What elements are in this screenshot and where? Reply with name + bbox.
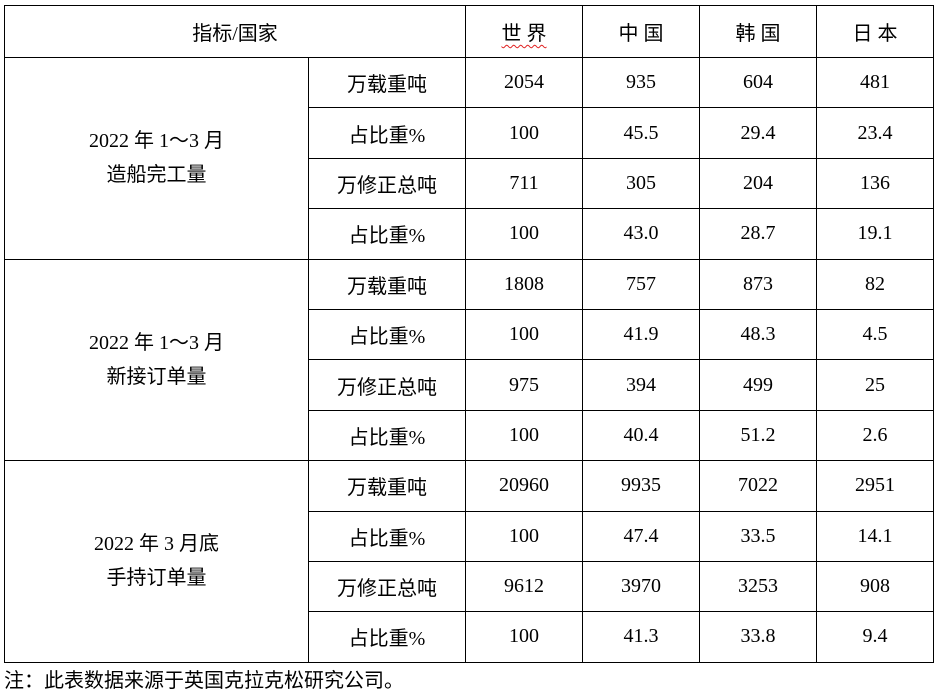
value-cell: 25 (816, 359, 934, 411)
value-cell: 100 (465, 308, 583, 361)
value-cell: 394 (582, 359, 700, 411)
value-cell: 136 (816, 157, 934, 210)
table-row: 占比重% 100 41.3 33.8 9.4 (5, 611, 934, 663)
value-cell: 7022 (699, 460, 817, 512)
value-cell: 305 (582, 157, 700, 210)
table-note: 注：此表数据来源于英国克拉克松研究公司。 (4, 670, 404, 692)
unit-cell: 占比重% (308, 611, 466, 663)
table-row: 万修正总吨 711 305 204 136 (5, 157, 934, 210)
value-cell: 100 (465, 409, 583, 462)
unit-cell: 万修正总吨 (308, 157, 466, 210)
header-world: 世 界 (465, 5, 583, 58)
table-row: 占比重% 100 43.0 28.7 19.1 (5, 208, 934, 260)
value-cell: 33.8 (699, 611, 817, 663)
unit-cell: 占比重% (308, 208, 466, 260)
table-row: 占比重% 100 40.4 51.2 2.6 (5, 409, 934, 462)
value-cell: 48.3 (699, 308, 817, 361)
value-cell: 41.3 (582, 611, 700, 663)
value-cell: 40.4 (582, 409, 700, 462)
unit-cell: 万载重吨 (308, 258, 466, 310)
value-cell: 100 (465, 208, 583, 260)
table-row: 2022 年 1～3 月造船完工量 万载重吨 2054 935 604 481 (4, 56, 934, 260)
table-row: 占比重% 100 41.9 48.3 4.5 (5, 308, 934, 361)
value-cell: 51.2 (699, 409, 817, 462)
value-cell: 4.5 (816, 308, 934, 361)
value-cell: 100 (465, 611, 583, 663)
header-japan: 日 本 (816, 5, 934, 58)
value-cell: 908 (816, 560, 934, 613)
unit-cell: 占比重% (308, 308, 466, 361)
group-label-metric: 手持订单量 (106, 567, 207, 590)
group-label-period: 2022 年 1～3 月 (89, 331, 224, 354)
value-cell: 935 (582, 56, 700, 109)
value-cell: 3970 (582, 560, 700, 613)
group-label: 2022 年 1～3 月造船完工量 (4, 57, 309, 260)
unit-cell: 占比重% (308, 409, 466, 462)
group-label-period: 2022 年 3 月底 (94, 533, 219, 556)
value-cell: 873 (699, 258, 817, 310)
value-cell: 33.5 (699, 510, 817, 562)
value-cell: 604 (699, 56, 817, 109)
value-cell: 29.4 (699, 107, 817, 159)
group-label: 2022 年 3 月底 手持订单量 (4, 460, 309, 663)
value-cell: 14.1 (816, 510, 934, 562)
value-cell: 100 (465, 107, 583, 159)
header-row: 指标/国家 世 界 中 国 韩 国 日 本 (4, 5, 934, 58)
group-label-metric: 造船完工量 (106, 164, 207, 187)
unit-cell: 占比重% (308, 107, 466, 159)
value-cell: 82 (816, 258, 934, 310)
shipbuilding-table: 指标/国家 世 界 中 国 韩 国 日 本 2022 年 1～3 月造船完工量万… (4, 5, 934, 663)
group-label: 2022 年 1～3 月新接订单量 (4, 258, 309, 462)
unit-cell: 万修正总吨 (308, 359, 466, 411)
value-cell: 19.1 (816, 208, 934, 260)
value-cell: 2.6 (816, 409, 934, 462)
value-cell: 45.5 (582, 107, 700, 159)
value-cell: 41.9 (582, 308, 700, 361)
value-cell: 47.4 (582, 510, 700, 562)
group-label-metric: 新接订单量 (106, 365, 207, 388)
value-cell: 975 (465, 359, 583, 411)
header-china: 中 国 (582, 5, 700, 58)
table-row: 2022 年 3 月底 手持订单量 万载重吨 20960 9935 7022 2951 (4, 460, 934, 663)
unit-cell: 万载重吨 (308, 460, 466, 512)
value-cell: 711 (465, 157, 583, 210)
value-cell: 23.4 (816, 107, 934, 159)
value-cell: 204 (699, 157, 817, 210)
header-indicator: 指标/国家 (4, 5, 466, 58)
value-cell: 20960 (465, 460, 583, 512)
value-cell: 9612 (465, 560, 583, 613)
table-row: 2022 年 1～3 月新接订单量 万载重吨 1808 757 873 82 (4, 258, 934, 462)
value-cell: 9.4 (816, 611, 934, 663)
value-cell: 3253 (699, 560, 817, 613)
table-row: 占比重% 100 45.5 29.4 23.4 (5, 107, 934, 159)
table-row: 万修正总吨 975 394 499 25 (5, 359, 934, 411)
value-cell: 2054 (465, 56, 583, 109)
value-cell: 100 (465, 510, 583, 562)
value-cell: 28.7 (699, 208, 817, 260)
value-cell: 2951 (816, 460, 934, 512)
unit-cell: 万载重吨 (308, 56, 466, 109)
value-cell: 499 (699, 359, 817, 411)
value-cell: 757 (582, 258, 700, 310)
header-korea: 韩 国 (699, 5, 817, 58)
group-label-period: 2022 年 1～3 月 (89, 130, 224, 153)
unit-cell: 万修正总吨 (308, 560, 466, 613)
unit-cell: 占比重% (308, 510, 466, 562)
table-row: 万修正总吨 9612 3970 3253 908 (5, 560, 934, 613)
value-cell: 43.0 (582, 208, 700, 260)
value-cell: 481 (816, 56, 934, 109)
value-cell: 9935 (582, 460, 700, 512)
value-cell: 1808 (465, 258, 583, 310)
